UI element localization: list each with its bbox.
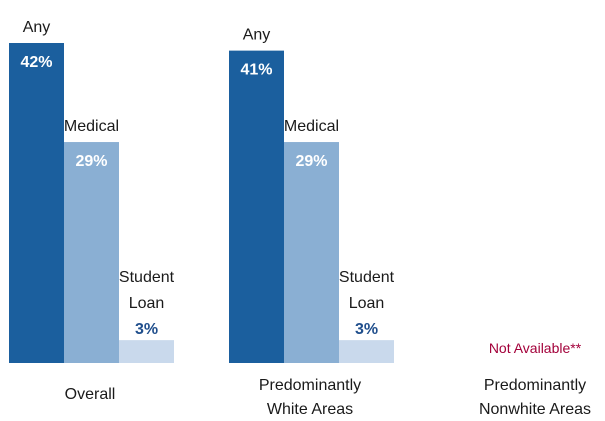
- predominantly-white-areas-any-series-label: Any: [243, 27, 271, 44]
- predominantly-white-areas-student-loan-series-label: Student: [339, 269, 395, 286]
- overall-student-loan-series-label: Loan: [129, 295, 165, 312]
- overall-student-loan-series-label: Student: [119, 269, 175, 286]
- predominantly-white-areas-student-loan-series-label: Loan: [349, 295, 385, 312]
- overall-any-value-label: 42%: [20, 54, 52, 71]
- overall-medical-bar: [64, 142, 119, 363]
- overall-student-loan-bar: [119, 340, 174, 363]
- predominantly-white-areas-medical-series-label: Medical: [284, 118, 339, 135]
- predominantly-white-areas-any-value-label: 41%: [240, 62, 272, 79]
- predominantly-white-areas-group-label: White Areas: [267, 401, 353, 418]
- not-available-annotation: Not Available**: [489, 340, 582, 356]
- overall-any-series-label: Any: [23, 19, 51, 36]
- overall-any-bar: [9, 43, 64, 363]
- predominantly-white-areas-student-loan-value-label: 3%: [355, 321, 378, 338]
- overall-student-loan-value-label: 3%: [135, 321, 158, 338]
- predominantly-white-areas-medical-value-label: 29%: [295, 153, 327, 170]
- predominantly-white-areas-student-loan-bar: [339, 340, 394, 363]
- predominantly-nonwhite-areas-group-label: Nonwhite Areas: [479, 401, 591, 418]
- predominantly-white-areas-group-label: Predominantly: [259, 377, 361, 394]
- predominantly-white-areas-medical-bar: [284, 142, 339, 363]
- overall-group-label: Overall: [65, 386, 116, 403]
- overall-medical-value-label: 29%: [75, 153, 107, 170]
- predominantly-nonwhite-areas-group-label: Predominantly: [484, 377, 586, 394]
- predominantly-white-areas-any-bar: [229, 50, 284, 363]
- overall-medical-series-label: Medical: [64, 118, 119, 135]
